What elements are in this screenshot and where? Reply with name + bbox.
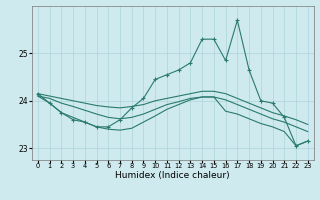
X-axis label: Humidex (Indice chaleur): Humidex (Indice chaleur) xyxy=(116,171,230,180)
